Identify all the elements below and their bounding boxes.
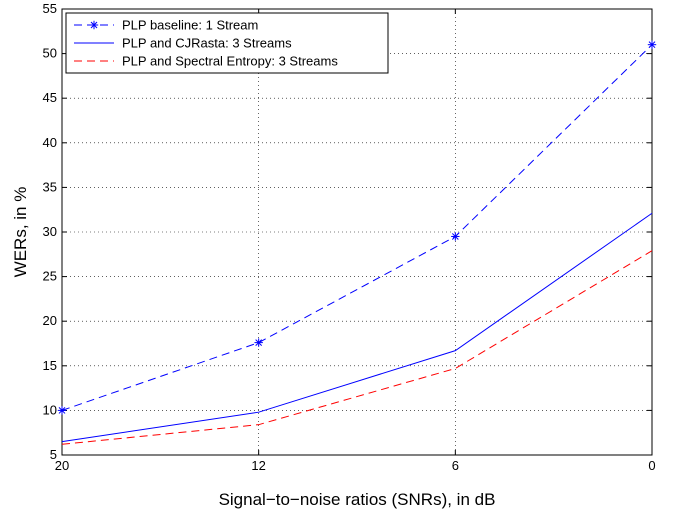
y-tick-label: 10 (43, 402, 57, 417)
series-line-3 (61, 250, 653, 445)
legend-marker (89, 20, 99, 30)
data-point-marker (254, 338, 263, 347)
ticks: 5 10 15 20 25 30 35 40 45 50 55 20 12 6 0 (43, 1, 656, 473)
legend-entry-label: PLP baseline: 1 Stream (122, 18, 258, 33)
y-tick-label: 35 (43, 179, 57, 194)
x-tick-label: 12 (251, 458, 265, 473)
y-tick-label: 45 (43, 90, 57, 105)
data-point-marker (451, 232, 460, 241)
legend-box (65, 12, 389, 74)
y-tick-label: 5 (50, 447, 57, 462)
asterisk-stroke (648, 41, 656, 49)
y-tick-label: 25 (43, 269, 57, 284)
legend-entry-label: PLP and Spectral Entropy: 3 Streams (122, 54, 338, 69)
x-tick-label: 0 (648, 458, 655, 473)
y-tick-label: 30 (43, 224, 57, 239)
asterisk-stroke (90, 21, 98, 29)
y-axis-label: WERs, in % (11, 187, 30, 278)
series-line-2 (61, 212, 653, 443)
y-tick-label: 40 (43, 135, 57, 150)
series-line-1 (61, 44, 653, 411)
data-point-marker (57, 406, 67, 415)
plot-area (62, 9, 652, 455)
x-tick-label: 6 (452, 458, 459, 473)
asterisk-stroke (58, 407, 66, 414)
data-point-marker (647, 40, 657, 49)
asterisk-stroke (255, 339, 263, 346)
y-tick-label: 50 (43, 46, 57, 61)
x-axis-label: Signal−to−noise ratios (SNRs), in dB (219, 490, 496, 509)
x-tick-label: 20 (55, 458, 69, 473)
y-tick-label: 15 (43, 358, 57, 373)
series-group (57, 40, 657, 445)
legend: PLP baseline: 1 Stream PLP and CJRasta: 3… (65, 12, 389, 74)
y-tick-label: 55 (43, 1, 57, 16)
y-tick-label: 20 (43, 313, 57, 328)
legend-entry-label: PLP and CJRasta: 3 Streams (122, 36, 292, 51)
asterisk-stroke (451, 233, 459, 240)
